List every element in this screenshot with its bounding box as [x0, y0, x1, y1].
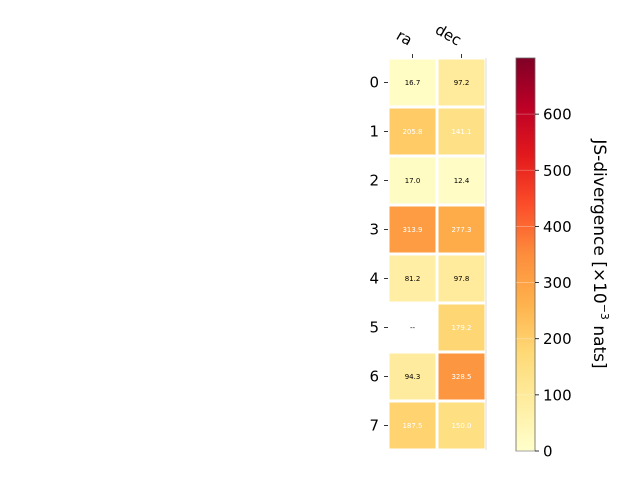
heatmap-cell — [389, 108, 436, 155]
colorbar-tick-label: 600 — [543, 106, 572, 124]
heatmap-cell — [389, 157, 436, 204]
cell-value-label: 94.3 — [405, 373, 421, 381]
heatmap-cell — [389, 59, 436, 106]
heatmap-cell — [438, 108, 485, 155]
y-tick-label: 4 — [369, 270, 379, 288]
cell-value-label: -- — [410, 324, 416, 332]
cell-value-label: 205.8 — [402, 128, 422, 136]
heatmap-cell — [438, 255, 485, 302]
cell-value-label: 277.3 — [451, 226, 471, 234]
heatmap-cell — [438, 353, 485, 400]
y-axis-ticks: 0 1 2 3 4 5 6 7 — [369, 74, 388, 435]
colorbar-label-unit: nats] — [589, 320, 609, 369]
colorbar-tick-label: 200 — [543, 330, 572, 348]
cell-value-label: 16.7 — [405, 79, 421, 87]
y-tick-label: 2 — [369, 172, 379, 190]
heatmap-cells: 16.7 97.2 205.8 141.1 17.0 12.4 313.9 277.3 81.2… — [389, 58, 487, 450]
heatmap-cell — [438, 402, 485, 449]
colorbar: 0 100 200 300 400 500 600 — [515, 57, 572, 461]
heatmap-cell — [389, 353, 436, 400]
y-tick-label: 7 — [369, 417, 379, 435]
colorbar-tick-label: 400 — [543, 218, 572, 236]
cell-value-label: 97.2 — [454, 79, 470, 87]
x-axis-ticks: ra dec — [393, 20, 465, 58]
y-tick-label: 0 — [369, 74, 379, 92]
cell-value-label: 313.9 — [402, 226, 422, 234]
x-tick-label: dec — [432, 20, 464, 49]
cell-value-label: 81.2 — [405, 275, 421, 283]
y-tick-label: 3 — [369, 221, 379, 239]
heatmap-cell — [438, 304, 485, 351]
cell-value-label: 179.2 — [451, 324, 471, 332]
cell-value-label: 97.8 — [454, 275, 470, 283]
cell-value-label: 187.5 — [402, 422, 422, 430]
x-tick-label: ra — [393, 26, 415, 49]
heatmap-cell — [389, 206, 436, 253]
colorbar-tick-label: 100 — [543, 386, 572, 404]
colorbar-label-text: JS-divergence [×10 — [589, 138, 609, 303]
heatmap-cell — [389, 304, 436, 351]
cell-value-label: 328.5 — [451, 373, 471, 381]
colorbar-label-exponent: −3 — [598, 304, 611, 320]
y-tick-label: 1 — [369, 123, 379, 141]
colorbar-gradient — [515, 57, 536, 452]
colorbar-label: JS-divergence [×10−3 nats] — [589, 138, 611, 368]
colorbar-tick-label: 500 — [543, 162, 572, 180]
cell-value-label: 12.4 — [454, 177, 470, 185]
heatmap-cell — [438, 206, 485, 253]
colorbar-tick-label: 0 — [543, 443, 553, 461]
colorbar-tick-label: 300 — [543, 274, 572, 292]
cell-value-label: 141.1 — [451, 128, 471, 136]
y-tick-label: 5 — [369, 319, 379, 337]
heatmap-cell — [438, 59, 485, 106]
colorbar-ticks: 0 100 200 300 400 500 600 — [516, 106, 572, 461]
heatmap-cell — [389, 255, 436, 302]
cell-value-label: 150.0 — [451, 422, 471, 430]
cell-value-label: 17.0 — [405, 177, 421, 185]
y-tick-label: 6 — [369, 368, 379, 386]
heatmap-cell — [389, 402, 436, 449]
heatmap-cell — [438, 157, 485, 204]
